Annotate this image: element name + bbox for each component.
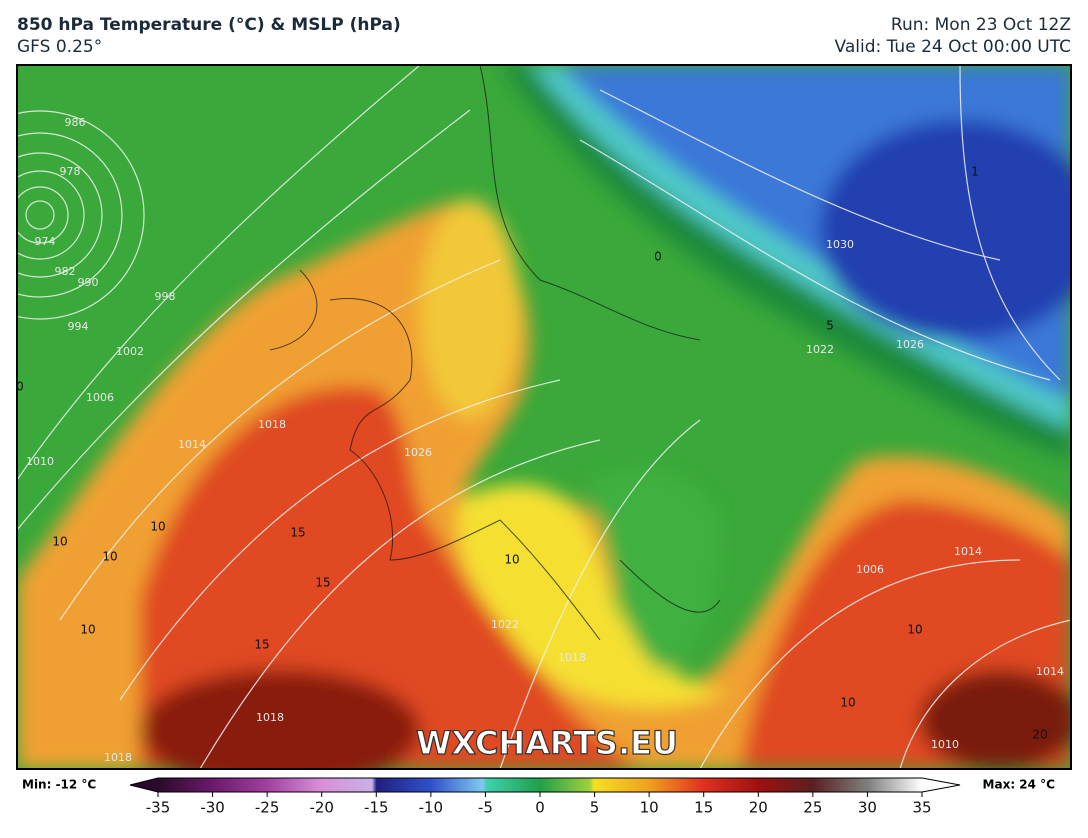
isotherm-label: 15 bbox=[315, 576, 330, 590]
isobar-label: 1018 bbox=[258, 418, 286, 431]
colorbar-tick-label: 0 bbox=[535, 799, 545, 817]
isobar-label: 978 bbox=[60, 165, 81, 178]
isotherm-label: 10 bbox=[840, 696, 855, 710]
isobar-label: 1022 bbox=[806, 343, 834, 356]
map-frame bbox=[16, 64, 1072, 770]
isobar-label: 1010 bbox=[931, 738, 959, 751]
colorbar-tick-label: 20 bbox=[749, 799, 768, 817]
isotherm-label: 5 bbox=[826, 319, 834, 333]
colorbar-tick-label: -5 bbox=[478, 799, 493, 817]
isobar-label: 1010 bbox=[26, 455, 54, 468]
colorbar-tick-label: -35 bbox=[146, 799, 171, 817]
isobar-label: 1006 bbox=[86, 391, 114, 404]
colorbar-tick-label: 25 bbox=[803, 799, 822, 817]
isotherm-label: 15 bbox=[254, 638, 269, 652]
min-label: Min: -12 °C bbox=[22, 778, 96, 792]
isobar-label: 1018 bbox=[558, 651, 586, 664]
colorbar-tick-label: -15 bbox=[364, 799, 389, 817]
valid-time: Valid: Tue 24 Oct 00:00 UTC bbox=[835, 37, 1071, 57]
isobar-label: 1022 bbox=[491, 618, 519, 631]
isotherm-label: 10 bbox=[150, 520, 165, 534]
colorbar-tick-label: -10 bbox=[419, 799, 444, 817]
isobar-label: 1018 bbox=[104, 751, 132, 764]
colorbar-tick-label: 5 bbox=[590, 799, 600, 817]
max-label: Max: 24 °C bbox=[983, 778, 1056, 792]
isotherm-label: 15 bbox=[290, 526, 305, 540]
isotherm-label: 10 bbox=[102, 550, 117, 564]
isobar-label: 1018 bbox=[256, 711, 284, 724]
isobar-label: 1026 bbox=[404, 446, 432, 459]
isotherm-label: 10 bbox=[80, 623, 95, 637]
colorbar bbox=[129, 777, 961, 793]
isobar-label: 1026 bbox=[896, 338, 924, 351]
colorbar-tick-label: -20 bbox=[309, 799, 334, 817]
isobar-label: 998 bbox=[155, 290, 176, 303]
colorbar-tick-label: 35 bbox=[912, 799, 931, 817]
colorbar-tick-label: -25 bbox=[255, 799, 280, 817]
isotherm-label: 0 bbox=[654, 250, 662, 264]
isotherm-label: 10 bbox=[52, 535, 67, 549]
isobar-label: 1014 bbox=[1036, 665, 1064, 678]
subtitle: GFS 0.25° bbox=[17, 37, 102, 57]
isobar-label: 994 bbox=[68, 320, 89, 333]
isobar-label: 986 bbox=[65, 116, 86, 129]
colorbar-tick-label: 15 bbox=[694, 799, 713, 817]
isobar-label: 1002 bbox=[116, 345, 144, 358]
colorbar-tick-label: 10 bbox=[640, 799, 659, 817]
isotherm-label: 1 bbox=[971, 165, 979, 179]
isobar-label: 982 bbox=[55, 265, 76, 278]
isobar-label: 1014 bbox=[954, 545, 982, 558]
colorbar-tick-label: -30 bbox=[200, 799, 225, 817]
title: 850 hPa Temperature (°C) & MSLP (hPa) bbox=[17, 15, 401, 35]
colorbar-tick-label: 30 bbox=[858, 799, 877, 817]
watermark: WXCHARTS.EU bbox=[416, 724, 678, 762]
run-time: Run: Mon 23 Oct 12Z bbox=[891, 15, 1071, 35]
map bbox=[17, 65, 1071, 769]
isobar-label: 974 bbox=[35, 235, 56, 248]
isotherm-label: 0 bbox=[16, 380, 24, 394]
isobar-label: 1006 bbox=[856, 563, 884, 576]
isotherm-label: 10 bbox=[504, 553, 519, 567]
isobar-label: 1030 bbox=[826, 238, 854, 251]
isobar-label: 1014 bbox=[178, 438, 206, 451]
isobar-label: 990 bbox=[78, 276, 99, 289]
isotherm-label: 20 bbox=[1032, 728, 1047, 742]
isotherm-label: 10 bbox=[907, 623, 922, 637]
